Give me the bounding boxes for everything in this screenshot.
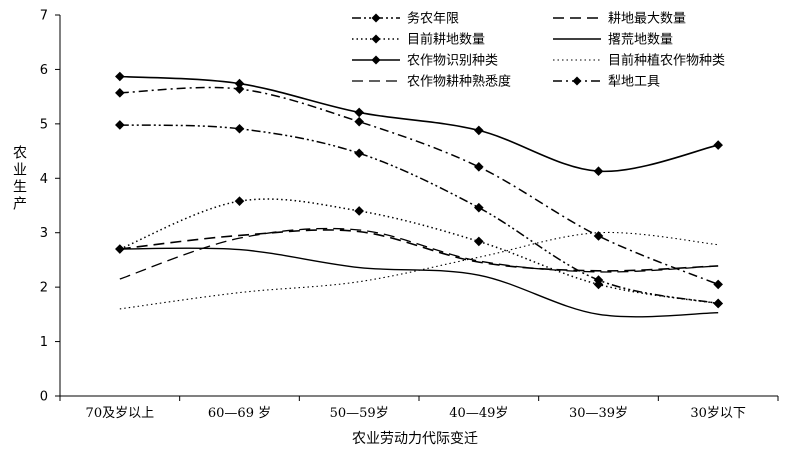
legend-item: 目前种植农作物种类 [553,53,725,69]
x-tick-label: 50—59岁 [330,406,389,421]
legend-label: 目前耕地数量 [407,32,485,48]
legend-label: 务农年限 [407,11,459,27]
legend-label: 农作物耕种熟悉度 [407,74,511,90]
data-point [474,125,484,136]
y-axis-title: 农业生产 [13,146,27,213]
data-point [354,148,364,159]
y-tick-label: 7 [40,9,48,24]
data-point [713,279,723,290]
x-tick-label: 40—49岁 [449,406,508,421]
legend-item: 犁地工具 [553,75,660,90]
data-point [234,78,245,89]
x-tick-label: 60—69 岁 [208,406,271,421]
series-line [119,75,719,173]
data-point [713,140,723,150]
x-tick-label: 70及岁以上 [86,406,155,421]
legend-marker [371,13,381,23]
axes: 0 1 2 3 4 5 6 7 70及岁以上 60—69 岁 50—59岁 40—49岁 30—39岁 3… [40,9,779,421]
legend-item: 务农年限 [352,11,459,27]
series-line [119,86,719,286]
data-point [234,123,245,134]
legend-item: 农作物耕种熟悉度 [352,74,511,90]
data-point [474,236,484,247]
series-6 [119,231,719,310]
y-tick-label: 0 [40,390,48,405]
y-tick-label: 4 [40,172,48,187]
legend-item: 农作物识别种类 [352,54,498,69]
series-1 [115,120,723,309]
series-7 [119,227,719,280]
legend-label: 撂荒地数量 [608,33,673,48]
series-line [119,247,719,318]
series-5 [115,71,723,177]
y-tick-label: 1 [40,335,48,350]
data-point [593,279,604,290]
legend-label: 犁地工具 [608,75,660,90]
data-point [474,202,484,213]
y-tick-label: 6 [40,63,48,78]
series-line [119,227,719,280]
series-line [119,229,719,272]
data-point [115,120,125,130]
legend-label: 目前种植农作物种类 [608,53,725,69]
data-point [713,298,723,309]
data-point [115,71,125,82]
legend-marker [572,76,582,86]
series-line [119,231,719,310]
y-tick-label: 5 [40,117,48,132]
data-point [354,116,364,127]
series-3 [115,196,723,309]
legend-marker [371,55,381,65]
series-8 [115,84,723,290]
series-line [119,198,719,305]
data-point [234,196,245,206]
data-point [354,206,364,216]
data-point [115,88,125,98]
data-point [593,166,604,177]
data-point [474,162,484,172]
data-point [593,231,604,241]
series-layer [115,71,723,318]
series-4 [119,247,719,318]
x-axis-title: 农业劳动力代际变迁 [352,431,478,447]
legend-label: 农作物识别种类 [407,54,498,69]
legend-item: 目前耕地数量 [352,32,485,48]
data-point [234,84,245,94]
x-tick-label: 30岁以下 [690,406,746,421]
y-tick-label: 2 [40,281,48,296]
x-tick-label: 30—39岁 [569,406,628,421]
data-point [354,107,364,118]
legend-item: 耕地最大数量 [553,11,686,27]
series-2 [119,229,719,272]
y-tick-label: 3 [40,226,48,241]
legend-item: 撂荒地数量 [553,33,673,48]
legend-marker [371,34,381,44]
legend-label: 耕地最大数量 [608,11,686,27]
series-line [119,124,719,305]
